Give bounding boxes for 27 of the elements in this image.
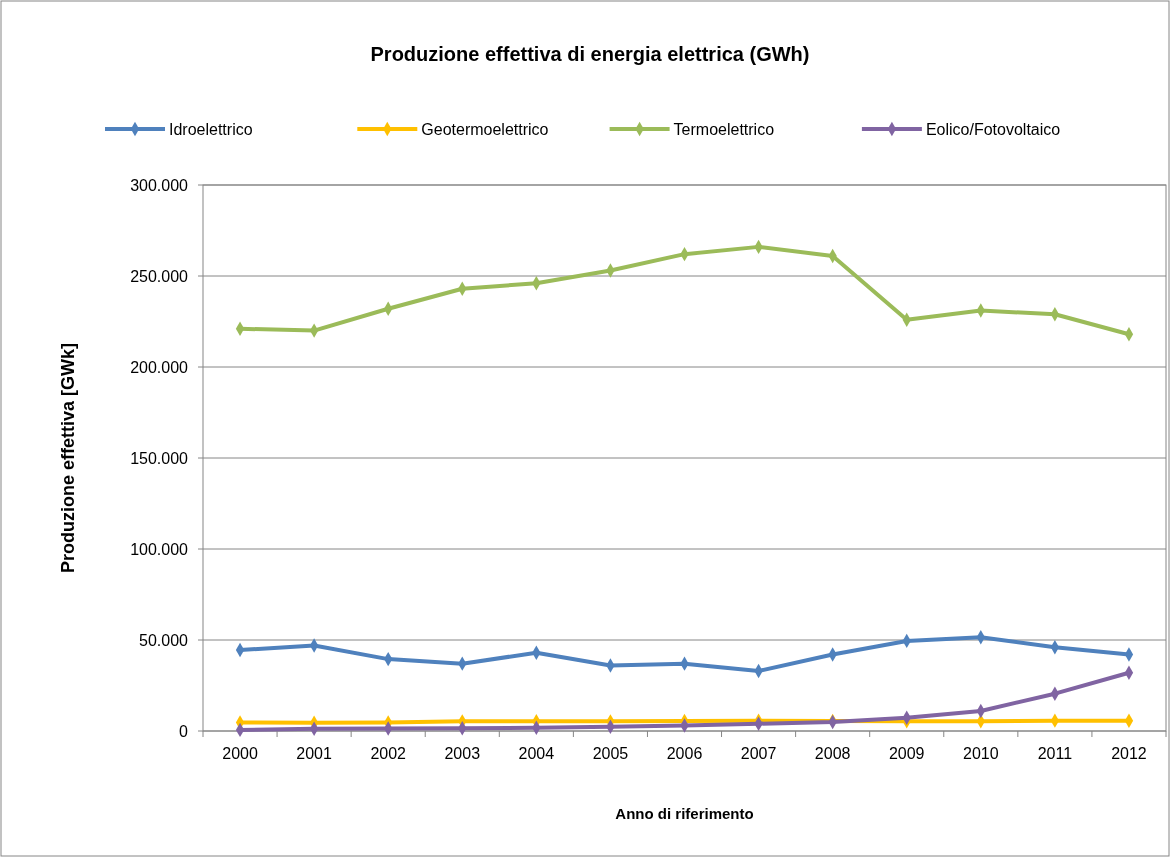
- x-tick-label: 2003: [444, 745, 481, 762]
- chart-title: Produzione effettiva di energia elettrica (GWh): [370, 43, 810, 65]
- x-tick-label: 2001: [296, 745, 333, 762]
- y-tick-label: 50.000: [139, 631, 189, 649]
- x-tick-label: 2002: [370, 745, 407, 762]
- legend-label: Eolico/Fotovoltaico: [925, 120, 1061, 138]
- y-tick-label: 200.000: [130, 358, 189, 376]
- x-tick-label: 2009: [888, 745, 925, 762]
- legend-label: Idroelettrico: [169, 120, 253, 138]
- y-tick-label: 250.000: [130, 267, 189, 285]
- x-tick-label: 2011: [1037, 745, 1073, 762]
- x-tick-label: 2000: [222, 745, 258, 762]
- legend-label: Termoelettrico: [673, 120, 775, 138]
- y-tick-label: 300.000: [130, 176, 189, 194]
- x-axis-title: Anno di riferimento: [615, 805, 754, 822]
- y-tick-label: 150.000: [130, 449, 189, 467]
- x-tick-label: 2012: [1111, 745, 1147, 762]
- y-tick-label: 100.000: [130, 540, 189, 558]
- y-axis-title: Produzione effettiva [GWk]: [58, 342, 78, 574]
- x-tick-label: 2005: [592, 745, 629, 762]
- x-tick-label: 2007: [740, 745, 777, 762]
- x-tick-label: 2010: [963, 745, 999, 762]
- y-tick-label: 0: [179, 722, 189, 740]
- legend-label: Geotermoelettrico: [421, 120, 549, 138]
- x-tick-label: 2008: [814, 745, 851, 762]
- x-tick-label: 2004: [518, 745, 555, 762]
- x-tick-label: 2006: [666, 745, 703, 762]
